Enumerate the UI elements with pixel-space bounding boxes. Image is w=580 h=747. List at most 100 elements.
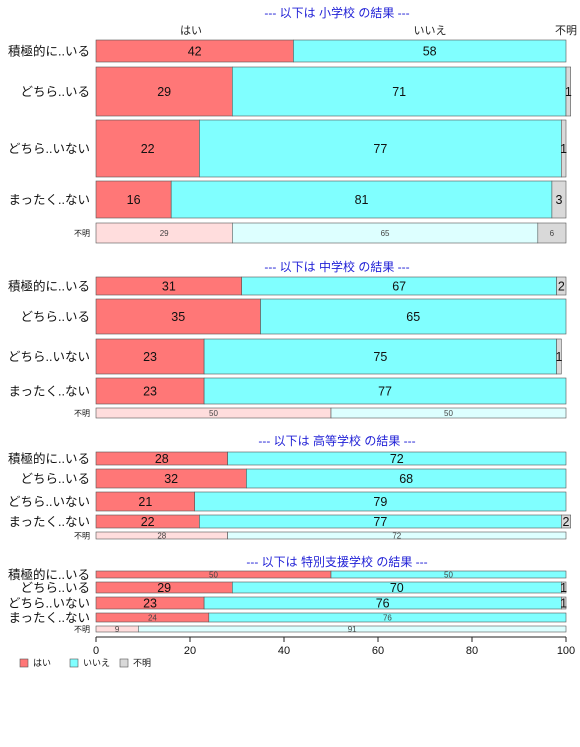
panel-title: --- 以下は 中学校 の結果 --- [264,259,409,274]
data-label: 77 [373,142,387,156]
bar-segment-unknown [556,338,562,375]
row-label: どちら..いない [8,350,90,364]
x-tick-label: 20 [184,645,196,657]
row-label: どちら..いない [8,142,90,156]
data-label: 2 [558,280,565,294]
data-label: 29 [157,85,171,99]
legend-label: 不明 [133,658,151,668]
row-label: どちら..いない [8,597,90,611]
bar-segment-unknown [551,180,567,219]
data-label: 23 [143,350,157,364]
row-label: まったく..ない [9,193,90,207]
legend-swatch-no [69,658,79,668]
row-label: 不明 [74,625,90,634]
data-label: 24 [148,614,157,623]
data-label: 6 [550,229,555,238]
data-label: 1 [565,85,572,99]
legend-swatch-unknown [119,658,129,668]
bar-segment-yes [95,338,205,375]
data-label: 28 [157,532,166,541]
data-label: 23 [143,385,157,399]
data-label: 1 [560,581,567,595]
x-tick-label: 60 [372,645,384,657]
data-label: 75 [373,350,387,364]
x-tick-label: 40 [278,645,290,657]
data-label: 91 [348,625,357,634]
data-label: 68 [399,472,413,486]
data-label: 67 [392,280,406,294]
data-label: 77 [378,385,392,399]
header-label-no: いいえ [414,24,447,37]
legend-swatch-yes [19,658,29,668]
bar-segment-no [170,180,553,219]
row-label: 積極的に..いる [8,451,90,466]
data-label: 3 [555,193,562,207]
legend-label: はい [33,658,51,668]
bar-segment-unknown [560,119,567,178]
bar-segment-no [138,625,567,633]
row-label: 積極的に..いる [8,44,90,59]
header-label-yes: はい [180,24,202,37]
data-label: 58 [423,45,437,59]
bar-segment-unknown [556,276,567,296]
x-tick-label: 0 [93,645,99,657]
data-label: 50 [444,409,453,418]
data-label: 76 [376,597,390,611]
data-label: 79 [373,495,387,509]
x-tick-label: 80 [466,645,478,657]
data-label: 28 [155,452,169,466]
data-label: 65 [381,229,390,238]
data-label: 31 [162,280,176,294]
bar-segment-unknown [560,596,567,610]
row-label: まったく..ない [9,611,90,625]
data-label: 23 [143,597,157,611]
bar-segment-no [260,298,567,335]
data-label: 50 [209,409,218,418]
row-label: まったく..ない [9,515,90,529]
bar-segment-yes [95,377,205,405]
data-label: 71 [392,85,406,99]
bar-segment-no [199,119,562,178]
data-label: 81 [355,193,369,207]
bar-segment-no [330,570,567,579]
data-label: 2 [563,515,570,529]
bar-segment-no [246,468,567,489]
data-label: 35 [171,310,185,324]
row-label: どちら..いる [21,581,90,595]
row-label: どちら..いる [21,310,90,324]
bar-segment-no [203,377,567,405]
bar-segment-unknown [560,581,567,594]
panel-title: --- 以下は 高等学校 の結果 --- [258,433,415,448]
data-label: 29 [160,229,169,238]
data-label: 50 [444,571,453,580]
bar-segment-no [208,612,567,623]
bar-segment-no [330,407,567,419]
data-label: 72 [390,452,404,466]
row-label: 不明 [74,229,90,238]
data-label: 21 [138,495,152,509]
row-label: 積極的に..いる [8,279,90,294]
bar-segment-no [194,491,567,512]
data-label: 22 [141,515,155,529]
row-label: どちら..いる [21,85,90,99]
legend-label: いいえ [83,658,110,668]
row-label: 不明 [74,409,90,418]
row-label: どちら..いる [21,472,90,486]
header-label-unknown: 不明 [555,24,577,37]
bar-segment-yes [95,119,200,178]
row-label: どちら..いない [8,495,90,509]
data-label: 1 [555,350,562,364]
bar-segment-no [227,531,567,540]
data-label: 9 [115,625,120,634]
bar-segment-yes [95,298,261,335]
data-label: 77 [373,515,387,529]
data-label: 72 [392,532,401,541]
bar-segment-unknown [560,514,571,529]
data-label: 70 [390,581,404,595]
data-label: 32 [164,472,178,486]
bar-segment-unknown [537,222,567,244]
data-label: 16 [127,193,141,207]
data-label: 76 [383,614,392,623]
data-label: 22 [141,142,155,156]
